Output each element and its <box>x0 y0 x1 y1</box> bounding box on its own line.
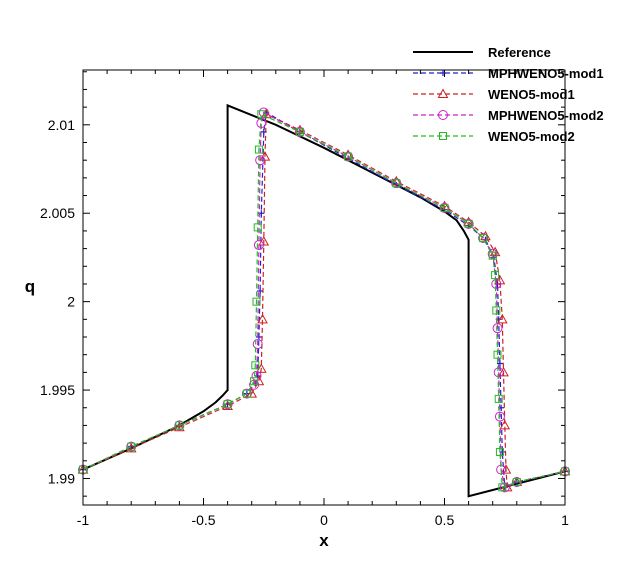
x-tick-label: -0.5 <box>191 512 215 528</box>
series-reference <box>82 103 566 498</box>
series-layer <box>77 103 571 498</box>
legend-item: MPHWENO5-mod2 <box>413 108 604 123</box>
series-line <box>82 111 566 489</box>
legend-item: Reference <box>413 45 551 60</box>
legend-item: WENO5-mod1 <box>413 87 575 102</box>
data-point <box>488 251 497 260</box>
data-point <box>258 107 269 118</box>
data-point <box>498 366 509 377</box>
data-point <box>496 313 508 324</box>
data-point <box>174 420 185 431</box>
data-point <box>344 152 353 161</box>
x-tick-label: 0 <box>320 512 328 528</box>
x-tick-label: -1 <box>77 512 90 528</box>
data-point <box>294 124 306 135</box>
data-point <box>242 389 251 398</box>
data-point <box>511 477 522 488</box>
data-point <box>494 411 505 422</box>
data-point <box>439 132 447 140</box>
data-point <box>491 271 500 280</box>
data-point <box>257 288 264 295</box>
data-point <box>498 483 507 492</box>
data-point <box>491 278 502 289</box>
legend-item: WENO5-mod2 <box>413 129 575 144</box>
data-point <box>438 110 448 120</box>
x-axis-title: x <box>319 531 329 550</box>
data-point <box>253 240 264 251</box>
data-point <box>343 151 354 162</box>
data-point <box>480 230 491 241</box>
data-point <box>253 223 262 232</box>
data-point <box>241 388 252 399</box>
data-point <box>223 400 232 409</box>
data-point <box>463 218 474 229</box>
data-point <box>495 447 504 456</box>
series-line <box>82 103 566 498</box>
data-point <box>440 70 446 76</box>
series-line <box>82 113 566 489</box>
data-point <box>493 350 502 359</box>
data-point <box>478 232 489 243</box>
series-weno5-mod2 <box>79 110 569 492</box>
data-point <box>494 394 503 403</box>
data-point <box>252 339 263 350</box>
data-point <box>492 323 503 334</box>
legend-item: MPHWENO5-mod1 <box>413 66 604 81</box>
data-point <box>222 399 233 410</box>
data-point <box>493 367 504 378</box>
data-point <box>257 110 266 119</box>
data-point <box>464 219 473 228</box>
data-point <box>437 88 449 98</box>
data-point <box>252 297 261 306</box>
data-point <box>391 178 402 189</box>
data-point <box>246 388 258 398</box>
data-point <box>492 306 501 315</box>
data-point <box>175 421 184 430</box>
data-point <box>499 482 510 493</box>
data-point <box>255 155 266 166</box>
data-point <box>512 478 521 487</box>
data-point <box>342 149 354 159</box>
data-point <box>127 442 136 451</box>
x-tick-label: 0.5 <box>435 512 455 528</box>
y-tick-label: 2.005 <box>40 205 75 221</box>
data-point <box>251 370 262 381</box>
data-point <box>479 233 488 242</box>
data-point <box>174 421 185 432</box>
data-point <box>439 202 450 213</box>
data-point <box>499 419 511 430</box>
data-point <box>500 464 512 474</box>
x-tick-label: 1 <box>561 512 569 528</box>
legend-label: MPHWENO5-mod2 <box>488 108 604 123</box>
data-point <box>489 246 501 257</box>
data-point <box>294 126 305 137</box>
legend-label: Reference <box>488 45 551 60</box>
y-tick-label: 1.995 <box>40 382 75 398</box>
y-tick-label: 2.01 <box>48 117 75 133</box>
y-tick-label: 2 <box>67 294 75 310</box>
data-point <box>463 216 474 227</box>
data-point <box>254 145 263 154</box>
data-point <box>439 200 450 211</box>
data-point <box>251 361 260 370</box>
legend-label: WENO5-mod2 <box>488 129 575 144</box>
y-axis-title: q <box>25 277 35 296</box>
legend: Reference MPHWENO5-mod1 WENO5-mod1 MPHWENO5… <box>413 45 604 144</box>
data-point <box>257 313 268 324</box>
legend-label: MPHWENO5-mod1 <box>488 66 604 81</box>
data-point <box>250 377 259 386</box>
data-point <box>390 175 402 186</box>
data-point <box>496 360 503 367</box>
data-point <box>295 127 304 136</box>
y-tick-label: 1.99 <box>48 470 75 486</box>
data-point <box>255 334 262 341</box>
ticks: -1 -0.5 0 0.5 1 1.99 1.995 2 2.005 2.01 <box>40 70 569 528</box>
data-point <box>392 179 401 188</box>
legend-label: WENO5-mod1 <box>488 87 575 102</box>
data-point <box>440 203 449 212</box>
data-point <box>499 448 506 455</box>
data-point <box>126 441 137 452</box>
